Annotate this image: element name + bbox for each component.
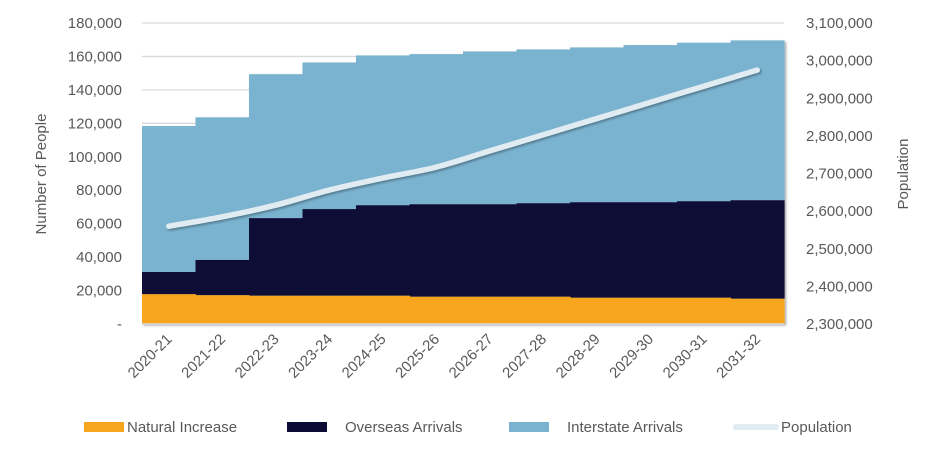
bar-interstate-arrivals [409, 54, 464, 205]
x-axis-tick-label: 2026-27 [446, 331, 497, 382]
x-axis-tick-label: 2025-26 [392, 331, 443, 382]
right-axis-tick-label: 2,900,000 [806, 90, 873, 107]
bar-interstate-arrivals [463, 51, 518, 205]
bar-overseas-arrivals [195, 259, 250, 296]
bar-natural-increase [409, 296, 464, 324]
right-axis-title: Population [895, 139, 912, 210]
left-axis-title: Number of People [33, 114, 50, 235]
legend-swatch-natural-increase [84, 422, 124, 432]
bar-natural-increase [142, 294, 197, 324]
bar-natural-increase [356, 295, 411, 324]
bar-overseas-arrivals [677, 201, 732, 298]
bar-interstate-arrivals [142, 126, 197, 272]
bar-overseas-arrivals [623, 202, 678, 298]
x-axis-tick-label: 2022-23 [232, 331, 283, 382]
bar-natural-increase [516, 296, 571, 324]
bar-interstate-arrivals [623, 45, 678, 203]
right-axis-tick-label: 2,300,000 [806, 316, 873, 333]
right-axis-tick-label: 2,400,000 [806, 278, 873, 295]
left-axis-tick-label: 20,000 [76, 283, 122, 300]
bar-overseas-arrivals [409, 204, 464, 297]
population-line-series [166, 67, 760, 229]
bar-natural-increase [570, 297, 625, 324]
right-axis-tick-label: 2,700,000 [806, 166, 873, 183]
bar-series [142, 40, 785, 324]
bar-interstate-arrivals [249, 74, 304, 219]
left-axis-tick-label: - [117, 316, 122, 333]
left-axis-tick-label: 160,000 [68, 48, 122, 65]
left-axis-tick-label: 60,000 [76, 216, 122, 233]
bar-natural-increase [249, 295, 304, 324]
x-axis-tick-label: 2029-30 [606, 331, 657, 382]
right-axis-tick-label: 2,800,000 [806, 128, 873, 145]
left-axis-tick-label: 180,000 [68, 15, 122, 32]
bar-natural-increase [677, 297, 732, 324]
legend-label-natural-increase: Natural Increase [127, 419, 237, 436]
bar-overseas-arrivals [730, 200, 785, 299]
bar-overseas-arrivals [516, 203, 571, 297]
x-axis-tick-label: 2028-29 [553, 331, 604, 382]
x-axis-tick-label: 2027-28 [499, 331, 550, 382]
x-axis-tick-label: 2030-31 [660, 331, 711, 382]
legend: Natural Increase Overseas Arrivals Inter… [84, 419, 852, 436]
bar-interstate-arrivals [730, 40, 785, 201]
left-axis-tick-label: 140,000 [68, 82, 122, 99]
bar-overseas-arrivals [142, 271, 197, 295]
bar-natural-increase [730, 298, 785, 324]
bar-interstate-arrivals [195, 117, 250, 260]
bar-overseas-arrivals [570, 202, 625, 298]
left-axis-tick-label: 120,000 [68, 115, 122, 132]
legend-label-population: Population [781, 419, 852, 436]
x-axis-tick-label: 2020-21 [125, 331, 176, 382]
legend-swatch-interstate-arrivals [509, 422, 549, 432]
x-axis-tick-label: 2023-24 [285, 331, 336, 382]
right-axis-tick-label: 3,000,000 [806, 53, 873, 70]
right-axis-tick-label: 2,500,000 [806, 241, 873, 258]
bar-interstate-arrivals [677, 42, 732, 202]
right-axis-tick-label: 2,600,000 [806, 203, 873, 220]
bar-natural-increase [302, 295, 357, 324]
bar-natural-increase [623, 297, 678, 324]
x-axis-tick-label: 2021-22 [178, 331, 229, 382]
right-axis-ticks: 2,300,000 2,400,000 2,500,000 2,600,000 2,70… [806, 15, 873, 333]
bar-natural-increase [195, 295, 250, 324]
x-axis-tick-label: 2031-32 [713, 331, 764, 382]
left-axis-tick-label: 80,000 [76, 182, 122, 199]
right-axis-tick-label: 3,100,000 [806, 15, 873, 32]
legend-label-overseas-arrivals: Overseas Arrivals [345, 419, 463, 436]
left-axis-tick-label: 40,000 [76, 249, 122, 266]
x-axis-tick-label: 2024-25 [339, 331, 390, 382]
bar-natural-increase [463, 296, 518, 324]
bar-overseas-arrivals [249, 218, 304, 296]
population-line [166, 67, 760, 229]
x-axis-ticks: 2020-21 2021-22 2022-23 2023-24 2024-25 2025-… [125, 331, 764, 382]
legend-label-interstate-arrivals: Interstate Arrivals [567, 419, 683, 436]
legend-swatch-overseas-arrivals [287, 422, 327, 432]
bar-overseas-arrivals [463, 204, 518, 297]
left-axis-tick-label: 100,000 [68, 149, 122, 166]
left-axis-ticks: - 20,000 40,000 60,000 80,000 100,000 120,000 1… [68, 15, 784, 333]
bar-overseas-arrivals [356, 205, 411, 296]
bar-overseas-arrivals [302, 209, 357, 296]
